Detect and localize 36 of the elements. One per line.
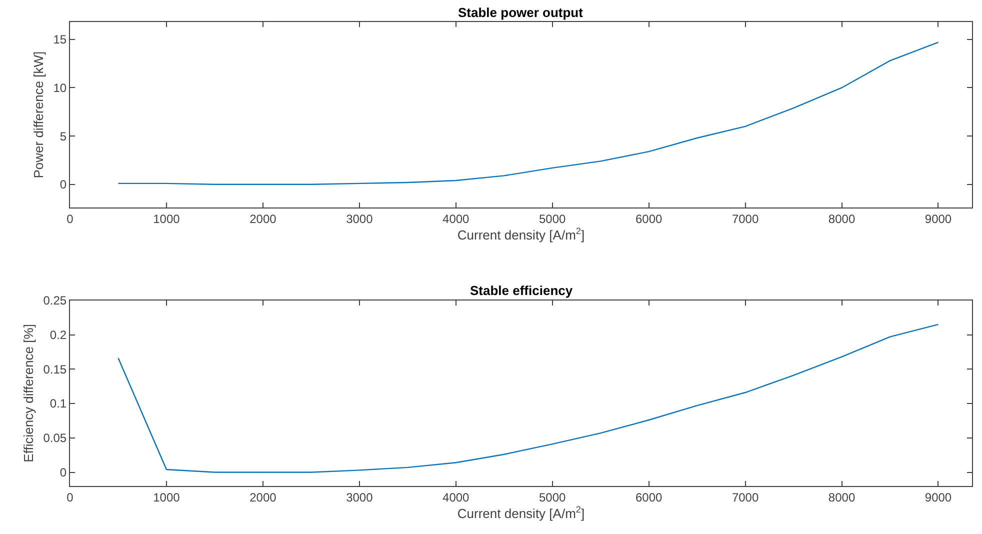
x-tick-label: 4000 <box>442 490 470 504</box>
y-tick-label: 15 <box>53 32 67 47</box>
y-tick-label: 0 <box>60 465 67 480</box>
x-tick-label: 5000 <box>539 212 566 226</box>
y-tick-label: 0.15 <box>43 362 67 376</box>
x-tick-label: 3000 <box>346 212 374 226</box>
x-tick-label: 1000 <box>153 490 180 504</box>
x-tick-label: 1000 <box>153 212 180 226</box>
y-tick-label: 0.25 <box>43 294 67 308</box>
line-series <box>118 42 939 185</box>
x-tick-label: 8000 <box>828 490 856 504</box>
x-tick-label: 9000 <box>924 212 952 226</box>
x-tick-label: 4000 <box>442 212 470 226</box>
x-tick-label: 7000 <box>732 490 759 504</box>
x-axis-title: Current density [A/m$^{2}$] <box>457 504 585 521</box>
x-tick-label: 7000 <box>732 212 759 226</box>
x-tick-label: 2000 <box>250 212 277 226</box>
x-tick-label: 2000 <box>250 490 277 504</box>
chart-title: Stable power output <box>458 5 584 20</box>
chart-title: Stable efficiency <box>470 283 574 298</box>
line-series <box>118 324 939 473</box>
y-tick-label: 5 <box>60 129 67 144</box>
x-tick-label: 6000 <box>635 212 662 226</box>
y-tick-label: 0.1 <box>50 396 67 411</box>
y-axis-title: Efficiency difference [%] <box>21 324 36 462</box>
y-tick-label: 10 <box>53 80 67 95</box>
y-axis-title: Power difference [kW] <box>31 51 46 178</box>
x-tick-label: 5000 <box>539 490 566 504</box>
x-tick-label: 6000 <box>635 490 662 504</box>
y-tick-label: 0.05 <box>43 431 67 446</box>
x-tick-label: 8000 <box>828 212 856 226</box>
x-tick-label: 9000 <box>924 490 952 504</box>
x-tick-label: 3000 <box>346 490 374 504</box>
y-tick-label: 0.2 <box>50 328 67 342</box>
x-axis-title: Current density [A/m$^{2}$] <box>457 226 585 242</box>
y-tick-label: 0 <box>60 178 67 192</box>
